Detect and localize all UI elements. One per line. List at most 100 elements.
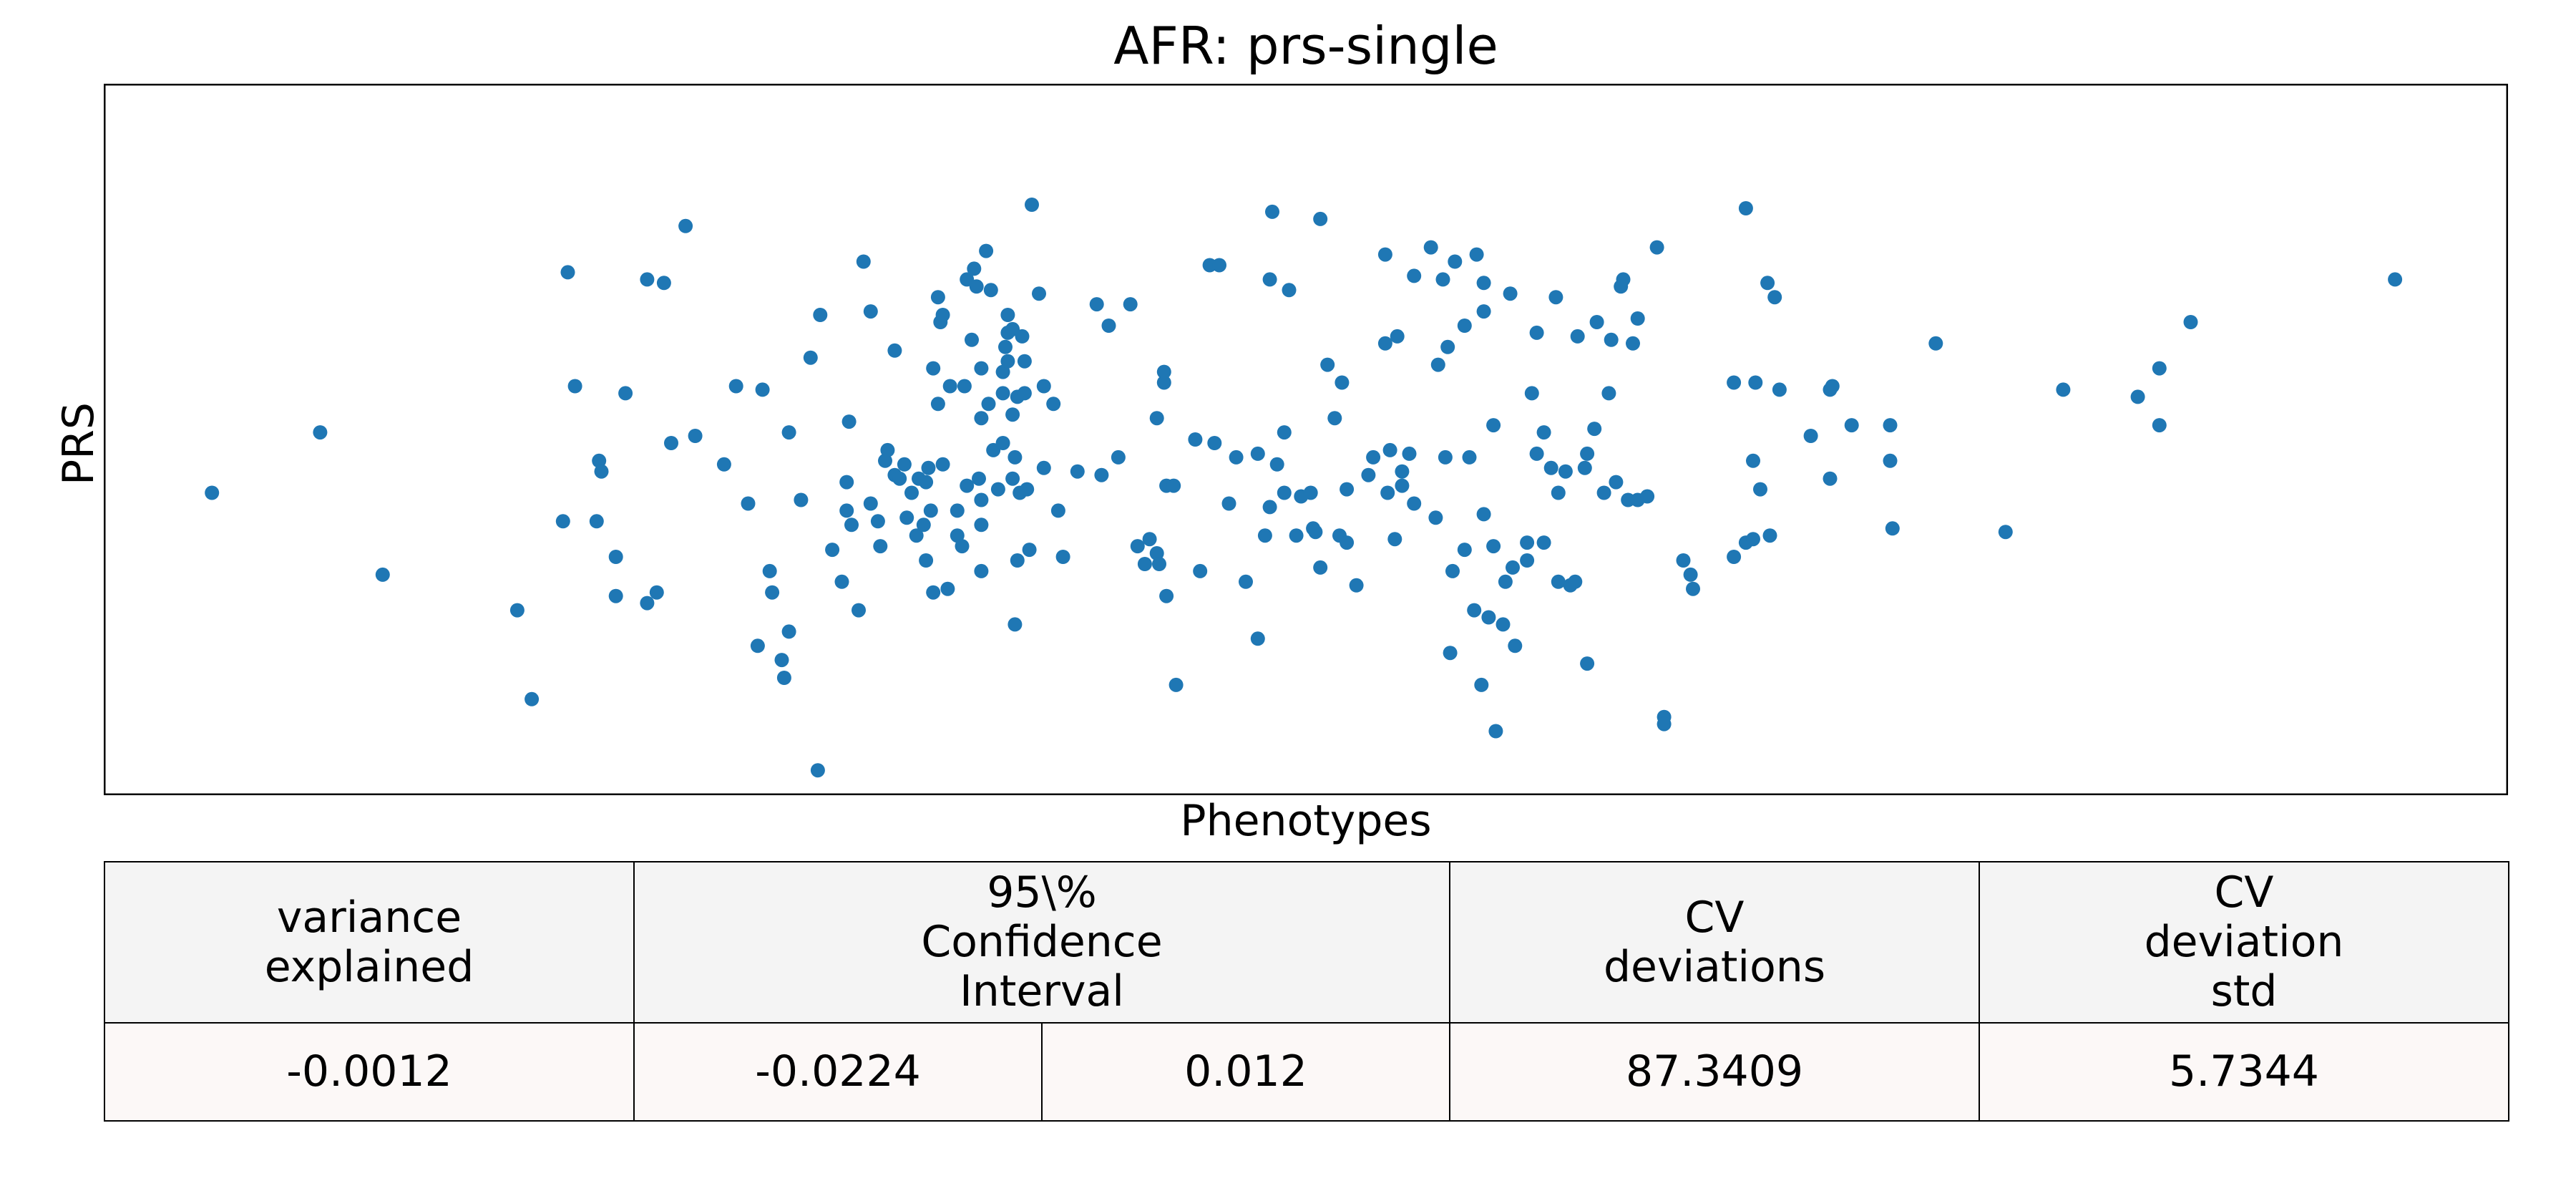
scatter-point	[981, 397, 996, 412]
header-cv-deviations: CV deviations	[1449, 861, 1981, 1024]
scatter-point	[940, 581, 955, 596]
scatter-point	[1212, 258, 1226, 273]
scatter-point	[965, 332, 979, 347]
scatter-point	[1746, 532, 1760, 547]
scatter-point	[1152, 557, 1166, 571]
scatter-point	[950, 503, 965, 518]
scatter-point	[1156, 375, 1171, 390]
points-layer	[205, 198, 2403, 778]
scatter-point	[716, 457, 731, 472]
scatter-point	[688, 429, 703, 443]
scatter-point	[1506, 560, 1520, 575]
scatter-point	[1265, 204, 1279, 219]
scatter-point	[1580, 656, 1595, 671]
scatter-point	[1159, 588, 1174, 603]
scatter-point	[1055, 550, 1070, 564]
scatter-point	[1407, 496, 1422, 511]
scatter-point	[844, 517, 859, 533]
scatter-point	[839, 503, 854, 518]
scatter-point	[1568, 574, 1583, 589]
scatter-point	[1481, 610, 1496, 625]
scatter-point	[1683, 567, 1698, 582]
scatter-point	[776, 671, 791, 685]
scatter-point	[897, 457, 912, 472]
scatter-point	[1036, 379, 1051, 394]
scatter-point	[1207, 436, 1222, 450]
scatter-point	[983, 283, 998, 298]
scatter-point	[1589, 315, 1604, 329]
scatter-point	[1548, 290, 1563, 305]
scatter-point	[1005, 407, 1020, 422]
scatter-point	[995, 436, 1010, 450]
scatter-point	[1262, 272, 1277, 287]
scatter-point	[1250, 446, 1265, 461]
scatter-point	[1382, 442, 1397, 457]
scatter-point	[1520, 553, 1535, 568]
scatter-point	[1366, 449, 1381, 465]
scatter-point	[525, 691, 540, 706]
scatter-point	[1496, 617, 1511, 632]
scatter-point	[765, 585, 780, 600]
scatter-point	[728, 379, 743, 394]
scatter-point	[678, 218, 693, 233]
scatter-point	[618, 386, 633, 401]
cell-variance-explained: -0.0012	[104, 1022, 635, 1122]
scatter-point	[1361, 467, 1376, 482]
scatter-point	[1395, 464, 1410, 479]
scatter-point	[909, 528, 924, 543]
scatter-point	[926, 361, 941, 376]
scatter-point	[1335, 375, 1350, 390]
scatter-point	[950, 528, 965, 543]
scatter-point	[1022, 543, 1037, 558]
scatter-point	[1327, 411, 1342, 426]
scatter-point	[1469, 247, 1484, 262]
scatter-point	[509, 603, 525, 618]
scatter-point	[1529, 446, 1544, 461]
table-row: -0.0012 -0.0224 0.012 87.3409 5.7344	[104, 1022, 2510, 1122]
scatter-point	[1313, 211, 1328, 226]
scatter-point	[375, 567, 390, 582]
scatter-point	[878, 453, 892, 468]
scatter-point	[1443, 646, 1458, 661]
scatter-point	[1738, 201, 1753, 215]
scatter-point	[1438, 449, 1453, 465]
scatter-point	[1395, 478, 1410, 493]
scatter-point	[1520, 535, 1535, 550]
scatter-point	[1727, 375, 1742, 390]
scatter-point	[1767, 290, 1782, 305]
scatter-point	[594, 464, 609, 479]
scatter-point	[1188, 432, 1203, 447]
scatter-point	[1123, 297, 1138, 312]
scatter-point	[794, 492, 809, 507]
scatter-point	[1380, 485, 1395, 500]
scatter-point	[1428, 510, 1443, 525]
scatter-point	[852, 603, 866, 618]
scatter-point	[1657, 716, 1672, 732]
scatter-point	[1149, 546, 1164, 560]
scatter-point	[1488, 724, 1503, 739]
scatter-point	[863, 496, 878, 511]
scatter-point	[1250, 631, 1265, 646]
scatter-point	[960, 478, 975, 493]
scatter-point	[1476, 276, 1491, 291]
scatter-point	[1094, 467, 1109, 482]
scatter-point	[2152, 418, 2167, 433]
scatter-point	[755, 382, 770, 397]
scatter-point	[1508, 638, 1523, 653]
scatter-point	[567, 379, 582, 394]
scatter-point	[781, 624, 796, 639]
scatter-point	[1609, 475, 1624, 490]
scatter-point	[803, 350, 818, 365]
scatter-point	[1825, 379, 1840, 394]
scatter-point	[1486, 539, 1501, 554]
scatter-point	[1377, 247, 1392, 262]
scatter-point	[974, 411, 989, 426]
scatter-point	[589, 514, 604, 529]
scatter-point	[990, 482, 1005, 497]
scatter-point	[919, 475, 934, 490]
scatter-point	[649, 585, 664, 600]
scatter-point	[592, 453, 607, 468]
scatter-point	[1137, 557, 1152, 571]
scatter-point	[1844, 418, 1859, 433]
scatter-point	[1476, 507, 1491, 522]
